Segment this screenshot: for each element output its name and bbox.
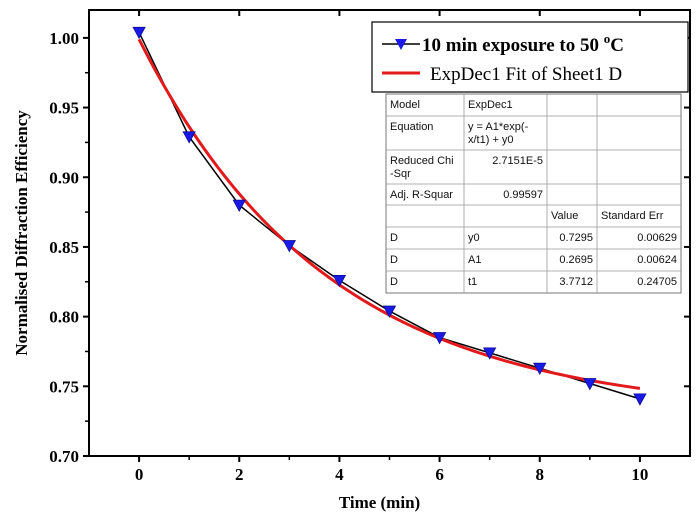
fit-table-cell: Adj. R-Squar <box>390 189 453 201</box>
fit-table-cell: D <box>390 232 398 244</box>
fit-table-cell: y0 <box>468 232 480 244</box>
fit-table-cell: 2.7151E-5 <box>492 155 543 167</box>
fit-table-cell: 3.7712 <box>559 276 593 288</box>
fit-table-cell: t1 <box>468 276 477 288</box>
fit-table-cell: Model <box>390 99 420 111</box>
y-tick-label: 0.90 <box>49 168 79 187</box>
legend: 10 min exposure to 50 oC ExpDec1 Fit of S… <box>371 21 689 93</box>
legend-label-exposure: 10 min exposure to 50 oC <box>422 31 624 56</box>
data-point-marker <box>583 378 597 391</box>
data-point-marker <box>633 393 647 406</box>
fit-table: Model ExpDec1 Equation y = A1*exp(-x/t1) + … <box>385 93 682 294</box>
fit-table-frame <box>385 93 682 294</box>
x-axis-title: Time (min) <box>339 493 420 512</box>
data-point-marker <box>132 26 146 40</box>
x-tick-label: 0 <box>135 465 144 484</box>
data-point-marker <box>282 240 297 253</box>
x-tick-label: 8 <box>536 465 545 484</box>
x-tick-label: 6 <box>435 465 444 484</box>
x-tick-label: 2 <box>235 465 244 484</box>
data-point-marker <box>382 305 397 318</box>
fit-table-cell: 0.99597 <box>503 189 543 201</box>
fit-table-cell: Value <box>551 210 578 222</box>
y-tick-label: 0.75 <box>49 377 79 396</box>
data-point-marker <box>232 199 246 212</box>
data-point-marker <box>182 131 196 144</box>
x-tick-label: 10 <box>631 465 648 484</box>
fit-table-cell: D <box>390 276 398 288</box>
legend-box <box>371 21 689 93</box>
fit-table-cell: 0.2695 <box>559 254 593 266</box>
legend-label-fit: ExpDec1 Fit of Sheet1 D <box>430 64 622 85</box>
fit-table-cell: Standard Err <box>601 210 664 222</box>
y-tick-label: 0.85 <box>49 238 79 257</box>
data-point-marker <box>533 362 547 376</box>
fit-table-cell: y = A1*exp(-x/t1) + y0 <box>468 121 529 146</box>
y-tick-label: 0.70 <box>49 447 79 466</box>
fit-table-cell: ExpDec1 <box>468 99 513 111</box>
x-tick-label: 4 <box>335 465 344 484</box>
y-tick-label: 1.00 <box>49 29 79 48</box>
fit-table-cell: 0.24705 <box>637 276 677 288</box>
fit-table-cell: 0.00624 <box>637 254 677 266</box>
y-tick-label: 0.80 <box>49 308 79 327</box>
fit-table-cell: D <box>390 254 398 266</box>
fit-table-cell: A1 <box>468 254 481 266</box>
fit-table-cell: Reduced Chi -Sqr <box>390 155 454 180</box>
data-point-marker <box>332 274 347 288</box>
data-point-marker <box>482 347 497 360</box>
legend-marker-exposure <box>395 39 407 50</box>
fit-table-cell: 0.7295 <box>559 232 593 244</box>
y-tick-label: 0.95 <box>49 99 79 118</box>
fit-table-cell: 0.00629 <box>637 232 677 244</box>
data-point-marker <box>432 332 447 345</box>
fit-table-cell: Equation <box>390 121 433 133</box>
y-axis-title: Normalised Diffraction Efficiency <box>12 110 31 356</box>
